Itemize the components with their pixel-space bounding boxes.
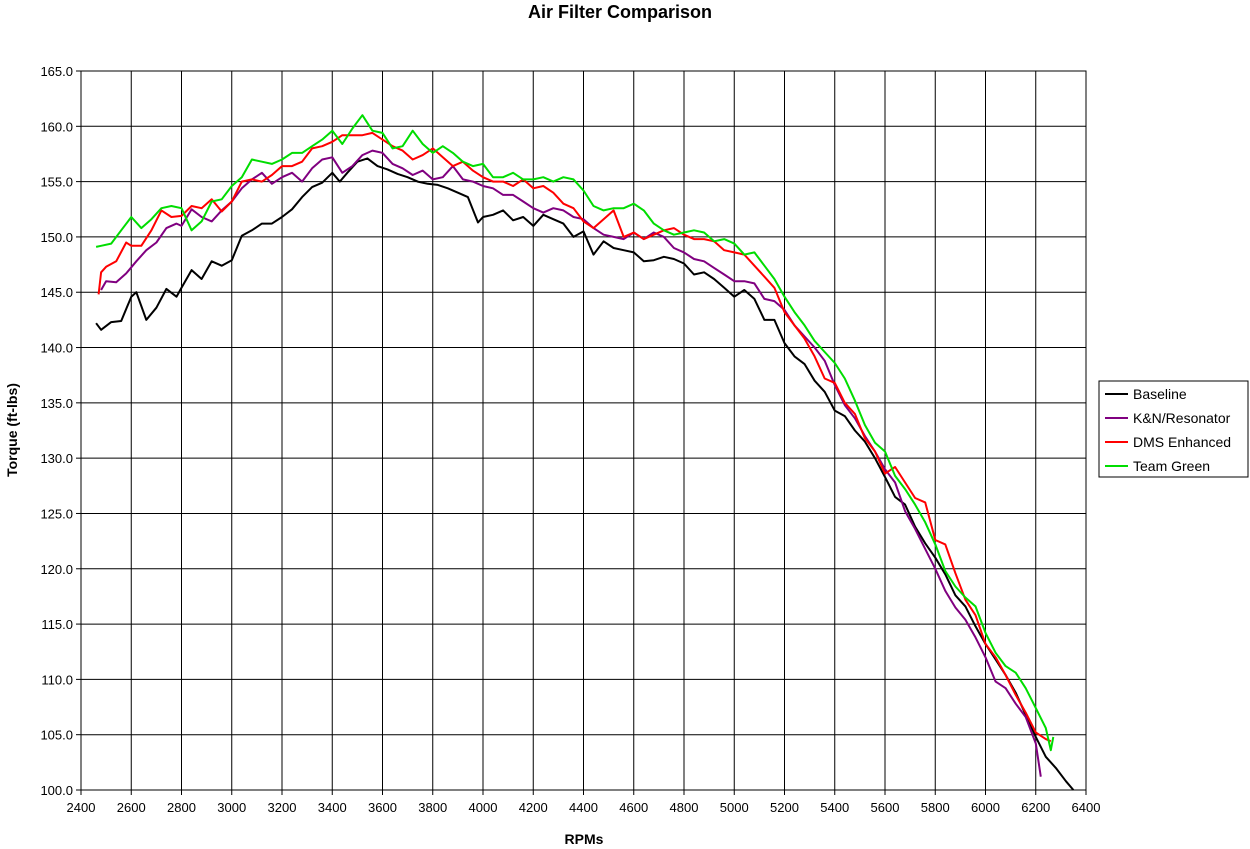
x-tick-label: 2400 [67, 800, 96, 815]
legend-label: K&N/Resonator [1133, 410, 1231, 426]
x-tick-label: 3000 [217, 800, 246, 815]
y-tick-label: 160.0 [40, 119, 73, 134]
y-tick-label: 115.0 [41, 617, 73, 632]
x-tick-label: 3200 [268, 800, 297, 815]
x-tick-label: 5400 [820, 800, 849, 815]
legend-label: DMS Enhanced [1133, 434, 1231, 450]
x-tick-label: 5200 [770, 800, 799, 815]
x-tick-label: 3600 [368, 800, 397, 815]
x-tick-label: 6200 [1021, 800, 1050, 815]
y-tick-label: 135.0 [40, 396, 73, 411]
x-tick-label: 4000 [469, 800, 498, 815]
y-tick-label: 125.0 [40, 506, 73, 521]
series-line-2 [97, 131, 1052, 743]
x-axis-label: RPMs [565, 831, 604, 847]
y-tick-label: 140.0 [40, 341, 73, 356]
y-tick-label: 150.0 [40, 230, 73, 245]
y-tick-label: 120.0 [40, 562, 73, 577]
legend: Baseline K&N/Resonator DMS Enhanced Team Gr… [1098, 380, 1249, 478]
x-tick-label: 5000 [720, 800, 749, 815]
chart-title: Air Filter Comparison [528, 2, 712, 22]
x-tick-label: 3400 [318, 800, 347, 815]
y-tick-label: 155.0 [40, 175, 73, 190]
series-line-3 [95, 114, 1055, 752]
x-tick-label: 5800 [921, 800, 950, 815]
x-tick-label: 6000 [971, 800, 1000, 815]
y-tick-label: 110.0 [41, 672, 73, 687]
x-tick-label: 2800 [167, 800, 196, 815]
y-tick-label: 100.0 [40, 783, 73, 798]
tick-labels: 2400 2600 2800 3000 3200 3400 3600 3800 4000 4200… [40, 64, 1100, 815]
legend-box [1098, 380, 1249, 478]
x-tick-label: 2600 [117, 800, 146, 815]
x-tick-label: 5600 [871, 800, 900, 815]
y-tick-label: 105.0 [40, 728, 73, 743]
x-tick-label: 4600 [619, 800, 648, 815]
x-tick-label: 3800 [418, 800, 447, 815]
y-tick-label: 165.0 [40, 64, 73, 79]
series-line-0 [95, 157, 1075, 791]
x-tick-label: 6400 [1072, 800, 1101, 815]
legend-label: Team Green [1133, 458, 1210, 474]
y-axis-label: Torque (ft-lbs) [4, 383, 20, 477]
x-tick-label: 4400 [569, 800, 598, 815]
x-tick-label: 4200 [519, 800, 548, 815]
x-tick-label: 4800 [670, 800, 699, 815]
series-lines [95, 114, 1075, 791]
y-tick-label: 145.0 [40, 285, 73, 300]
legend-label: Baseline [1133, 386, 1187, 402]
y-tick-label: 130.0 [40, 451, 73, 466]
